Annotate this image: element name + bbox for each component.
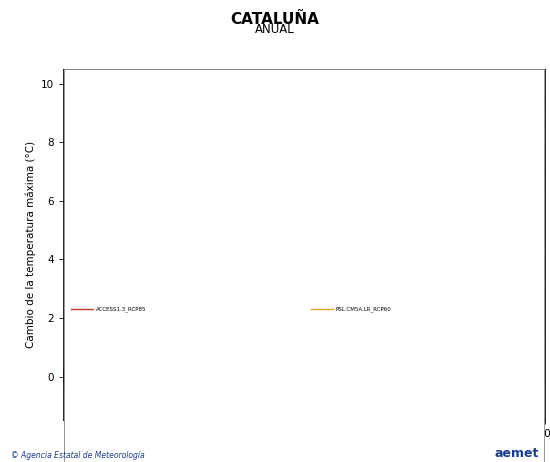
Y-axis label: Cambio de la temperatura máxima (°C): Cambio de la temperatura máxima (°C) — [25, 141, 36, 348]
Text: aemet: aemet — [494, 447, 539, 460]
Text: PSL.CM5A.LR_RCP60: PSL.CM5A.LR_RCP60 — [336, 306, 392, 311]
Text: ACCESS1.3_RCP85: ACCESS1.3_RCP85 — [96, 306, 146, 311]
Bar — [64, 69, 543, 462]
Text: © Agencia Estatal de Meteorología: © Agencia Estatal de Meteorología — [11, 451, 145, 460]
Text: ANUAL: ANUAL — [255, 23, 295, 36]
Text: CATALUÑA: CATALUÑA — [230, 12, 320, 26]
X-axis label: Año: Año — [292, 442, 316, 455]
